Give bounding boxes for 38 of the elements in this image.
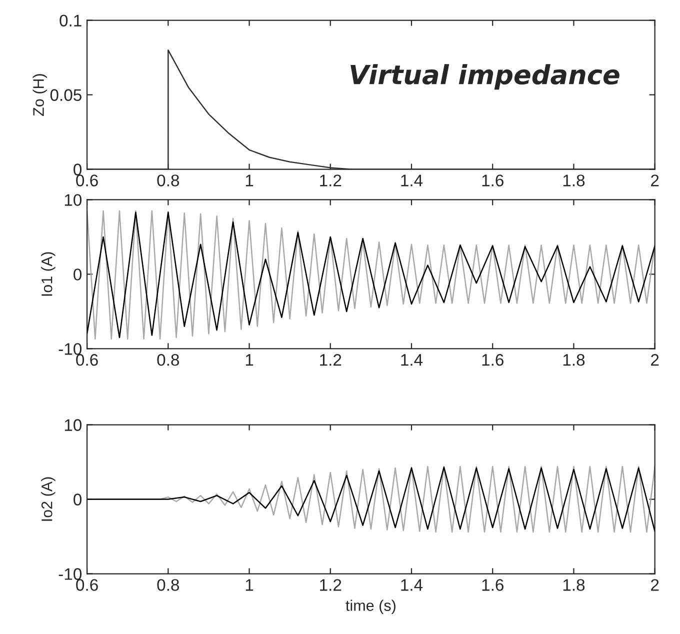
x-tick-label: 1.4 [401,579,423,591]
x-tick-label: 0.8 [157,174,180,186]
x-tick-label: 1.2 [320,579,342,591]
y-tick-label: 0 [74,164,82,176]
x-tick-label: 1 [246,174,254,186]
y-axis-title: Io2 (A) [41,477,56,521]
x-tick-label: 1.6 [482,354,504,366]
x-tick-label: 1 [246,354,254,366]
x-tick-label: 0.6 [76,579,98,591]
x-tick-label: 1.6 [482,579,504,591]
x-axis-title: time (s) [346,600,396,614]
x-tick-label: 1 [246,579,254,591]
x-tick-label: 2 [651,579,659,591]
y-tick-label: 0.1 [60,14,82,26]
x-tick-label: 2 [651,354,659,366]
y-tick-label: 10 [64,194,82,206]
y-tick-label: 10 [64,419,82,431]
y-axis-title: Io1 (A) [41,252,56,296]
y-tick-label: -10 [58,343,82,355]
x-tick-label: 1.2 [320,354,342,366]
y-tick-label: 0 [74,268,82,280]
y-tick-label: 0.05 [50,89,82,101]
x-tick-label: 1.2 [320,174,342,186]
x-tick-label: 1.8 [563,579,585,591]
x-tick-label: 1.4 [401,354,423,366]
x-tick-label: 1.4 [401,174,423,186]
x-tick-label: 1.6 [482,174,504,186]
x-tick-label: 0.6 [76,354,98,366]
x-tick-label: 0.8 [157,579,180,591]
y-tick-label: 0 [74,494,82,506]
x-tick-label: 0.6 [76,174,98,186]
x-tick-label: 0.8 [157,354,180,366]
y-axis-title: Zo (H) [32,74,47,116]
y-tick-label: -10 [58,568,82,580]
x-tick-label: 2 [651,174,659,186]
x-tick-label: 1.8 [563,174,585,186]
annotation: Virtual impedance [350,64,620,90]
x-tick-label: 1.8 [563,354,585,366]
